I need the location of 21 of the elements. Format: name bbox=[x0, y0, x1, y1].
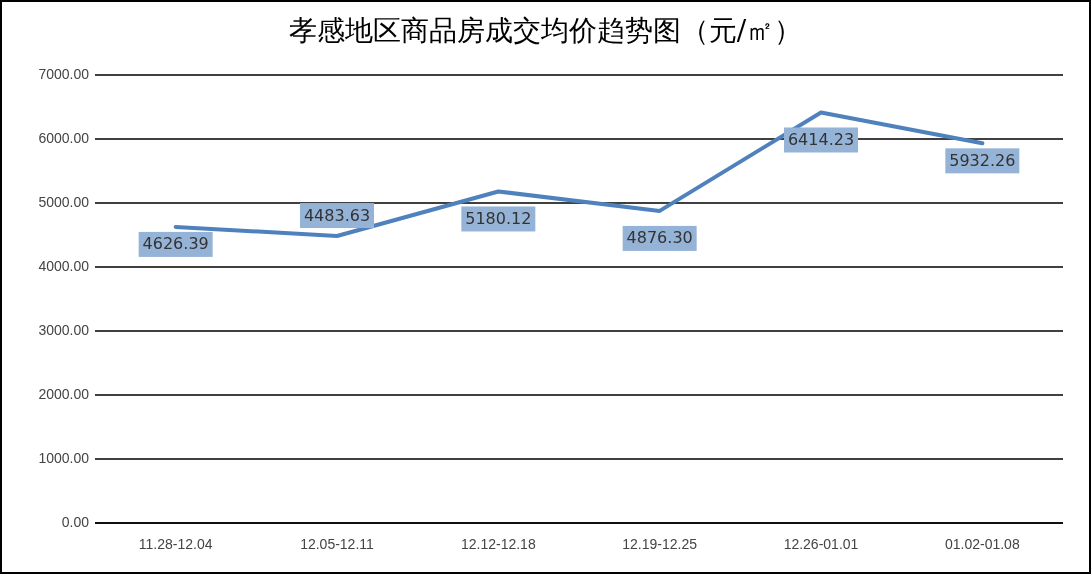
y-tick-label: 6000.00 bbox=[38, 129, 90, 146]
data-label: 4876.30 bbox=[626, 228, 693, 248]
data-label: 4483.63 bbox=[303, 205, 371, 225]
x-tick-label: 11.28-12.04 bbox=[138, 536, 213, 552]
data-label: 5180.12 bbox=[465, 208, 532, 228]
data-label: 4626.39 bbox=[142, 234, 209, 254]
chart-title: 孝感地区商品房成交均价趋势图（元/㎡） bbox=[288, 14, 803, 47]
y-tick-label: 5000.00 bbox=[38, 193, 90, 210]
data-label: 5932.26 bbox=[949, 150, 1016, 170]
x-tick-label: 12.12-12.18 bbox=[460, 536, 536, 552]
y-tick-label: 7000.00 bbox=[38, 65, 90, 82]
x-tick-label: 12.19-12.25 bbox=[622, 536, 698, 552]
y-tick-label: 1000.00 bbox=[38, 449, 90, 466]
data-label: 6414.23 bbox=[787, 129, 855, 149]
y-tick-label: 0.00 bbox=[61, 513, 90, 530]
x-tick-label: 01.02-01.08 bbox=[944, 536, 1020, 552]
x-tick-label: 12.26-01.01 bbox=[783, 536, 859, 552]
x-tick-label: 12.05-12.11 bbox=[300, 536, 375, 552]
y-tick-label: 2000.00 bbox=[38, 385, 90, 402]
y-tick-label: 4000.00 bbox=[38, 257, 90, 274]
y-tick-label: 3000.00 bbox=[38, 321, 90, 338]
